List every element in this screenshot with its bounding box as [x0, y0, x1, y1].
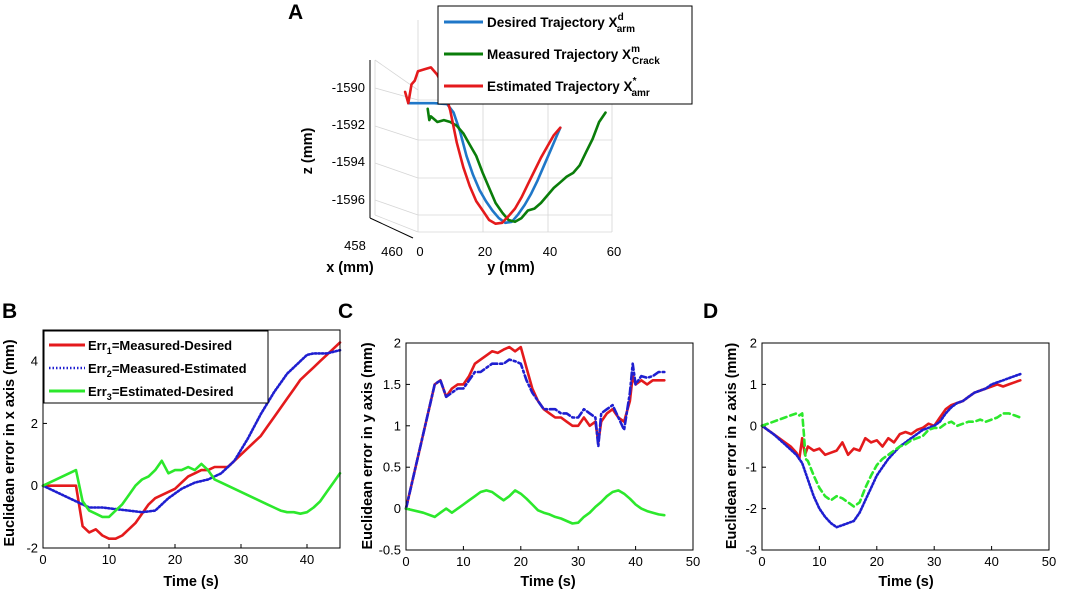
panel-a-series-estimated-trajectory	[403, 66, 562, 225]
panel-c-xtick-label: 20	[514, 554, 528, 569]
panel-d: D Euclidean error in z axis (mm) Time (s…	[703, 300, 1056, 590]
tick-z-1590: -1590	[332, 80, 365, 95]
panel-a-legend: Desired Trajectory Xd arm Measured Trajec…	[437, 5, 693, 105]
panel-b-xtick-label: 40	[300, 552, 314, 567]
panel-a-ylabel: y (mm)	[487, 260, 535, 276]
panel-c-series-err3	[404, 489, 666, 525]
panel-a-letter: A	[288, 1, 303, 24]
panel-d-series	[760, 372, 1022, 529]
panel-b-frame	[42, 329, 341, 549]
panel-c-ytick-label: -0.5	[379, 543, 401, 558]
panel-b-legend: Err1=Measured-Desired Err2=Measured-Esti…	[43, 330, 269, 404]
panel-c-ticks: 0 10 20 30 40 50-0.500.511.52	[379, 336, 701, 570]
panel-d-ytick-label: 2	[750, 336, 757, 351]
panel-d-xtick-label: 40	[984, 554, 998, 569]
panel-b-ytick-label: 0	[31, 478, 38, 493]
panel-a-series	[403, 66, 607, 225]
legend-b-err1: Err1=Measured-Desired	[88, 338, 232, 356]
panel-c-frame	[405, 342, 694, 551]
legend-b-err3: Err3=Estimated-Desired	[88, 384, 234, 402]
tick-z-1592: -1592	[332, 117, 365, 132]
panel-d-ytick-label: 1	[750, 377, 757, 392]
panel-c: C Euclidean error in y axis (mm) Time (s…	[338, 300, 700, 590]
panel-b-xtick-label: 10	[102, 552, 116, 567]
tick-x-458: 458	[344, 238, 366, 253]
panel-b-xtick-label: 0	[39, 552, 46, 567]
tick-x-460: 460	[381, 244, 403, 259]
legend-a-estimated: Estimated Trajectory X* amr	[487, 76, 650, 99]
panel-c-series-err2	[404, 358, 666, 510]
panel-d-ylabel: Euclidean error in z axis (mm)	[724, 343, 740, 549]
panel-b: B Euclidean error in x axis (mm) Time (s…	[2, 300, 342, 590]
legend-a-measured: Measured Trajectory Xm Crack	[487, 44, 660, 67]
panel-d-xtick-label: 10	[812, 554, 826, 569]
tick-z-1594: -1594	[332, 154, 365, 169]
panel-d-frame	[761, 342, 1050, 551]
panel-c-ytick-label: 2	[394, 336, 401, 351]
panel-d-xlabel: Time (s)	[878, 574, 934, 590]
panel-b-xtick-label: 30	[234, 552, 248, 567]
panel-c-xtick-label: 10	[456, 554, 470, 569]
panel-d-xtick-label: 50	[1042, 554, 1056, 569]
panel-a: A -1590 -1592 -1594 -1596 z (mm)	[288, 1, 693, 276]
legend-b-err2: Err2=Measured-Estimated	[88, 361, 247, 379]
panel-b-series	[41, 341, 342, 541]
panel-a-box	[369, 20, 613, 239]
panel-d-ticks: 0 10 20 30 40 50 -3 -2 -1 0 1 2	[745, 336, 1056, 570]
panel-c-series	[404, 345, 666, 525]
panel-b-series-err3	[41, 459, 342, 519]
panel-b-ytick-label: 4	[31, 354, 38, 369]
panel-a-series-measured-trajectory	[426, 107, 607, 224]
panel-b-letter: B	[2, 300, 17, 323]
panel-c-letter: C	[338, 300, 353, 323]
panel-b-series-err2	[41, 348, 342, 514]
panel-c-ytick-label: 1.5	[383, 377, 401, 392]
panel-c-xtick-label: 30	[571, 554, 585, 569]
legend-a-desired: Desired Trajectory Xd arm	[487, 12, 635, 35]
panel-d-series-err3	[760, 412, 1022, 508]
panel-c-xtick-label: 50	[686, 554, 700, 569]
panel-b-ylabel: Euclidean error in x axis (mm)	[2, 339, 18, 546]
tick-z-1596: -1596	[332, 192, 365, 207]
panel-d-xtick-label: 30	[927, 554, 941, 569]
panel-c-xtick-label: 40	[628, 554, 642, 569]
tick-y-0: 0	[416, 244, 423, 259]
panel-d-ytick-label: -2	[745, 501, 757, 516]
panel-b-ytick-label: 2	[31, 416, 38, 431]
panel-b-xtick-label: 20	[168, 552, 182, 567]
panel-d-ytick-label: 0	[750, 418, 757, 433]
panel-d-xtick-label: 20	[870, 554, 884, 569]
panel-c-xtick-label: 0	[402, 554, 409, 569]
panel-a-zlabel: z (mm)	[300, 127, 316, 174]
panel-d-ytick-label: -1	[745, 460, 757, 475]
panel-b-xlabel: Time (s)	[163, 574, 219, 590]
panel-a-xlabel: x (mm)	[326, 260, 374, 276]
panel-c-ytick-label: 0	[394, 501, 401, 516]
tick-y-20: 20	[478, 244, 492, 259]
panel-c-xlabel: Time (s)	[520, 574, 576, 590]
tick-y-60: 60	[607, 244, 621, 259]
panel-d-letter: D	[703, 300, 718, 323]
panel-b-ytick-label: -2	[26, 541, 38, 556]
panel-d-ytick-label: -3	[745, 543, 757, 558]
panel-d-xtick-label: 0	[758, 554, 765, 569]
panel-c-ytick-label: 1	[394, 418, 401, 433]
panel-c-ytick-label: 0.5	[383, 460, 401, 475]
tick-y-40: 40	[543, 244, 557, 259]
panel-c-ylabel: Euclidean error in y axis (mm)	[360, 342, 376, 549]
panel-b-series-err1	[41, 341, 342, 541]
